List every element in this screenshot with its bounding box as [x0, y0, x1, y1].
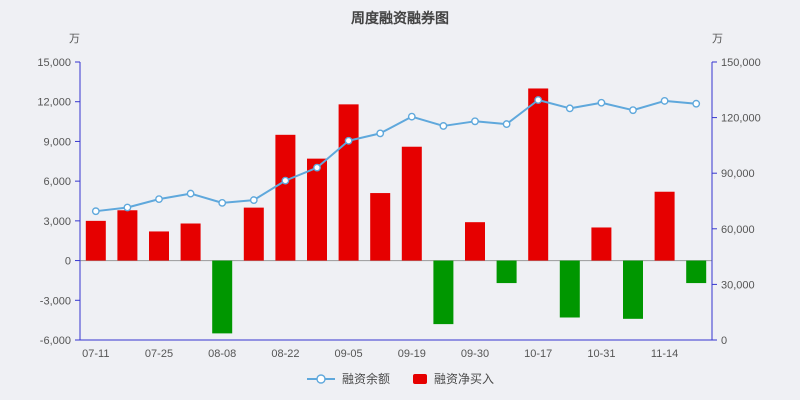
right-tick-label: 120,000	[721, 113, 761, 125]
line-marker	[597, 98, 606, 107]
bar-positive	[117, 210, 138, 261]
chart-title: 周度融资融券图	[351, 10, 449, 26]
bar-positive	[591, 227, 612, 261]
legend-item-financing-balance[interactable]: 融资余额	[306, 370, 390, 387]
x-tick-label: 08-08	[208, 348, 236, 360]
line-marker	[313, 163, 321, 172]
line-marker	[281, 176, 290, 185]
x-tick-label: 11-14	[651, 348, 678, 360]
left-tick-label: 0	[65, 256, 71, 268]
bar-positive	[528, 88, 549, 261]
line-marker	[344, 136, 353, 145]
right-tick-label: 60,000	[721, 224, 755, 236]
bar-negative	[433, 260, 454, 325]
x-tick-label: 09-19	[398, 348, 426, 360]
bar-negative	[686, 260, 707, 284]
line-series-marker-icon	[306, 373, 335, 384]
right-tick-label: 30,000	[721, 279, 755, 291]
left-tick-label: 15,000	[37, 57, 71, 69]
line-marker	[439, 122, 448, 130]
left-tick-label: 6,000	[43, 176, 71, 188]
left-tick-label: 9,000	[43, 136, 71, 148]
bar-series-marker-icon	[413, 373, 427, 384]
line-marker	[660, 97, 669, 105]
chart-legend: 融资余额 融资净买入	[0, 370, 800, 387]
line-marker	[91, 207, 100, 216]
line-marker	[218, 198, 227, 207]
x-tick-label: 07-11	[82, 348, 109, 360]
x-tick-label: 09-30	[461, 348, 489, 360]
x-tick-label: 08-22	[271, 348, 299, 360]
line-marker	[123, 203, 132, 212]
bar-negative	[559, 260, 580, 318]
legend-label-financing-balance: 融资余额	[341, 372, 390, 386]
left-tick-label: -3,000	[40, 295, 71, 307]
right-axis-unit-label: 万	[712, 33, 723, 45]
line-marker	[407, 112, 416, 121]
bar-positive	[180, 223, 201, 261]
line-marker	[471, 117, 479, 126]
legend-label-net-buy: 融资净买入	[434, 372, 495, 386]
x-tick-label: 10-17	[524, 348, 552, 360]
x-tick-label: 07-25	[145, 348, 173, 360]
right-tick-label: 90,000	[721, 168, 755, 180]
bar-positive	[307, 158, 327, 261]
bar-negative	[496, 260, 517, 284]
line-marker	[629, 106, 637, 115]
line-marker	[534, 96, 543, 104]
bar-positive	[149, 231, 169, 261]
bar-positive	[654, 191, 675, 261]
left-axis-unit-label: 万	[69, 33, 80, 45]
left-tick-label: 3,000	[43, 216, 71, 228]
legend-item-net-buy[interactable]: 融资净买入	[412, 370, 494, 387]
right-tick-label: 0	[721, 335, 727, 347]
left-tick-label: -6,000	[40, 335, 71, 347]
bar-negative	[623, 260, 643, 319]
x-tick-label: 10-31	[587, 348, 615, 360]
line-series	[94, 98, 698, 213]
bar-negative	[212, 260, 233, 334]
line-marker	[249, 196, 258, 204]
left-tick-label: 12,000	[37, 97, 71, 109]
right-tick-label: 150,000	[721, 57, 761, 69]
line-marker	[565, 104, 574, 113]
line-marker	[502, 120, 511, 128]
x-tick-label: 09-05	[335, 348, 363, 360]
bar-positive	[370, 193, 391, 261]
bar-positive	[465, 222, 485, 261]
line-marker	[376, 129, 385, 138]
line-marker	[155, 195, 163, 204]
bar-positive	[243, 207, 264, 261]
bar-positive	[275, 134, 296, 261]
bar-positive	[401, 146, 422, 261]
line-marker	[186, 189, 195, 198]
line-marker	[692, 99, 701, 108]
bar-positive	[85, 220, 106, 261]
bar-positive	[338, 104, 359, 261]
